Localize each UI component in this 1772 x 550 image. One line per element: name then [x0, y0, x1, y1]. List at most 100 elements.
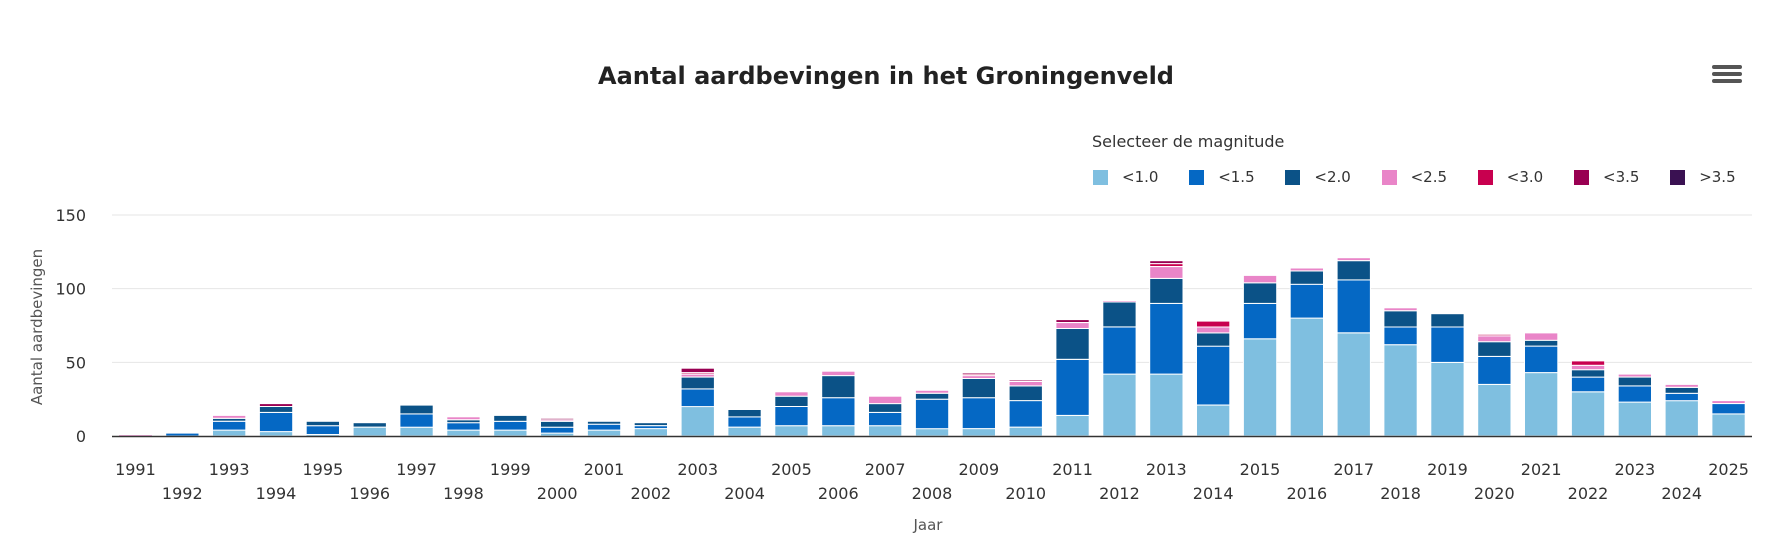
bar-segment[interactable] [1055, 414, 1090, 437]
bar-segment[interactable] [1570, 360, 1606, 366]
bar-segment[interactable] [1570, 369, 1606, 378]
bar-segment[interactable] [1242, 274, 1278, 284]
bar-segment[interactable] [1383, 344, 1418, 437]
bar-segment[interactable] [1149, 260, 1184, 265]
bar-segment[interactable] [680, 406, 715, 437]
bar-segment[interactable] [352, 422, 387, 428]
bar-segment[interactable] [821, 397, 856, 427]
bar-segment[interactable] [446, 429, 481, 437]
bar-segment[interactable] [961, 378, 997, 399]
bar-segment[interactable] [633, 428, 669, 437]
bar-segment[interactable] [1524, 345, 1559, 374]
bar-segment[interactable] [258, 403, 294, 408]
bar-segment[interactable] [1336, 279, 1371, 334]
bar-segment[interactable] [305, 425, 341, 436]
bar-segment[interactable] [1524, 339, 1559, 347]
bar-segment[interactable] [1008, 379, 1043, 382]
bar-segment[interactable] [493, 420, 528, 431]
bar-segment[interactable] [1242, 338, 1278, 437]
bar-segment[interactable] [1383, 310, 1418, 328]
bar-segment[interactable] [1196, 404, 1231, 437]
bar-segment[interactable] [1055, 319, 1090, 324]
bar-segment[interactable] [1336, 260, 1371, 281]
bar-segment[interactable] [493, 414, 528, 422]
bar-segment[interactable] [1711, 403, 1746, 415]
bar-segment[interactable] [540, 426, 575, 434]
bar-segment[interactable] [1383, 307, 1418, 312]
bar-segment[interactable] [774, 391, 809, 397]
bar-segment[interactable] [1102, 301, 1137, 328]
bar-segment[interactable] [1008, 385, 1043, 402]
bar-segment[interactable] [821, 375, 856, 399]
bar-segment[interactable] [305, 420, 341, 427]
bar-segment[interactable] [727, 416, 762, 428]
bar-segment[interactable] [1242, 302, 1278, 340]
chart-menu-button[interactable] [1712, 62, 1742, 88]
bar-segment[interactable] [1336, 257, 1371, 262]
bar-segment[interactable] [1477, 355, 1512, 385]
bar-segment[interactable] [1524, 332, 1559, 341]
bar-segment[interactable] [633, 422, 669, 427]
bar-segment[interactable] [914, 389, 950, 394]
bar-segment[interactable] [1570, 376, 1606, 393]
bar-segment[interactable] [727, 426, 762, 437]
bar-segment[interactable] [1289, 270, 1324, 285]
bar-segment[interactable] [680, 388, 715, 408]
legend-item[interactable]: <1.0 [1093, 167, 1158, 187]
legend-item[interactable]: <2.5 [1381, 167, 1447, 187]
bar-segment[interactable] [165, 432, 200, 437]
bar-segment[interactable] [1617, 385, 1652, 403]
bar-segment[interactable] [1430, 313, 1465, 328]
bar-segment[interactable] [680, 376, 715, 390]
bar-segment[interactable] [1289, 267, 1324, 272]
bar-segment[interactable] [774, 425, 809, 437]
bar-segment[interactable] [961, 428, 997, 437]
legend-item[interactable]: <3.0 [1477, 167, 1543, 187]
bar-segment[interactable] [1430, 361, 1465, 437]
bar-segment[interactable] [1711, 413, 1746, 437]
legend-item[interactable]: <3.5 [1574, 167, 1639, 187]
bar-segment[interactable] [1664, 383, 1699, 388]
bar-segment[interactable] [1149, 373, 1184, 437]
bar-segment[interactable] [1055, 327, 1090, 360]
bar-segment[interactable] [1102, 373, 1137, 437]
bar-segment[interactable] [914, 398, 950, 430]
bar-segment[interactable] [868, 425, 903, 437]
bar-segment[interactable] [1617, 401, 1652, 437]
bar-segment[interactable] [1664, 386, 1699, 394]
bar-segment[interactable] [1196, 320, 1231, 328]
bar-segment[interactable] [399, 404, 434, 415]
bar-segment[interactable] [821, 370, 856, 377]
bar-segment[interactable] [1524, 372, 1559, 437]
bar-segment[interactable] [1477, 341, 1512, 357]
bar-segment[interactable] [680, 367, 715, 374]
bar-segment[interactable] [961, 372, 997, 375]
bar-segment[interactable] [586, 429, 622, 437]
bar-segment[interactable] [961, 397, 997, 430]
bar-segment[interactable] [914, 392, 950, 400]
bar-segment[interactable] [1149, 266, 1184, 279]
bar-segment[interactable] [586, 423, 622, 431]
bar-segment[interactable] [258, 406, 294, 413]
bar-segment[interactable] [446, 422, 481, 431]
bar-segment[interactable] [540, 420, 575, 428]
bar-segment[interactable] [1196, 332, 1231, 347]
bar-segment[interactable] [1711, 400, 1746, 405]
bar-segment[interactable] [774, 406, 809, 427]
bar-segment[interactable] [258, 431, 294, 437]
bar-segment[interactable] [1196, 345, 1231, 406]
bar-segment[interactable] [914, 428, 950, 437]
bar-segment[interactable] [868, 395, 903, 405]
bar-segment[interactable] [1570, 391, 1606, 437]
bar-segment[interactable] [774, 395, 809, 408]
bar-segment[interactable] [633, 425, 669, 430]
bar-segment[interactable] [212, 420, 247, 431]
bar-segment[interactable] [1242, 282, 1278, 304]
bar-segment[interactable] [212, 414, 247, 419]
legend-item[interactable]: >3.5 [1670, 167, 1736, 187]
bar-segment[interactable] [1196, 326, 1231, 334]
bar-segment[interactable] [586, 420, 622, 425]
bar-segment[interactable] [1477, 335, 1512, 343]
bar-segment[interactable] [1149, 302, 1184, 375]
bar-segment[interactable] [352, 426, 387, 437]
